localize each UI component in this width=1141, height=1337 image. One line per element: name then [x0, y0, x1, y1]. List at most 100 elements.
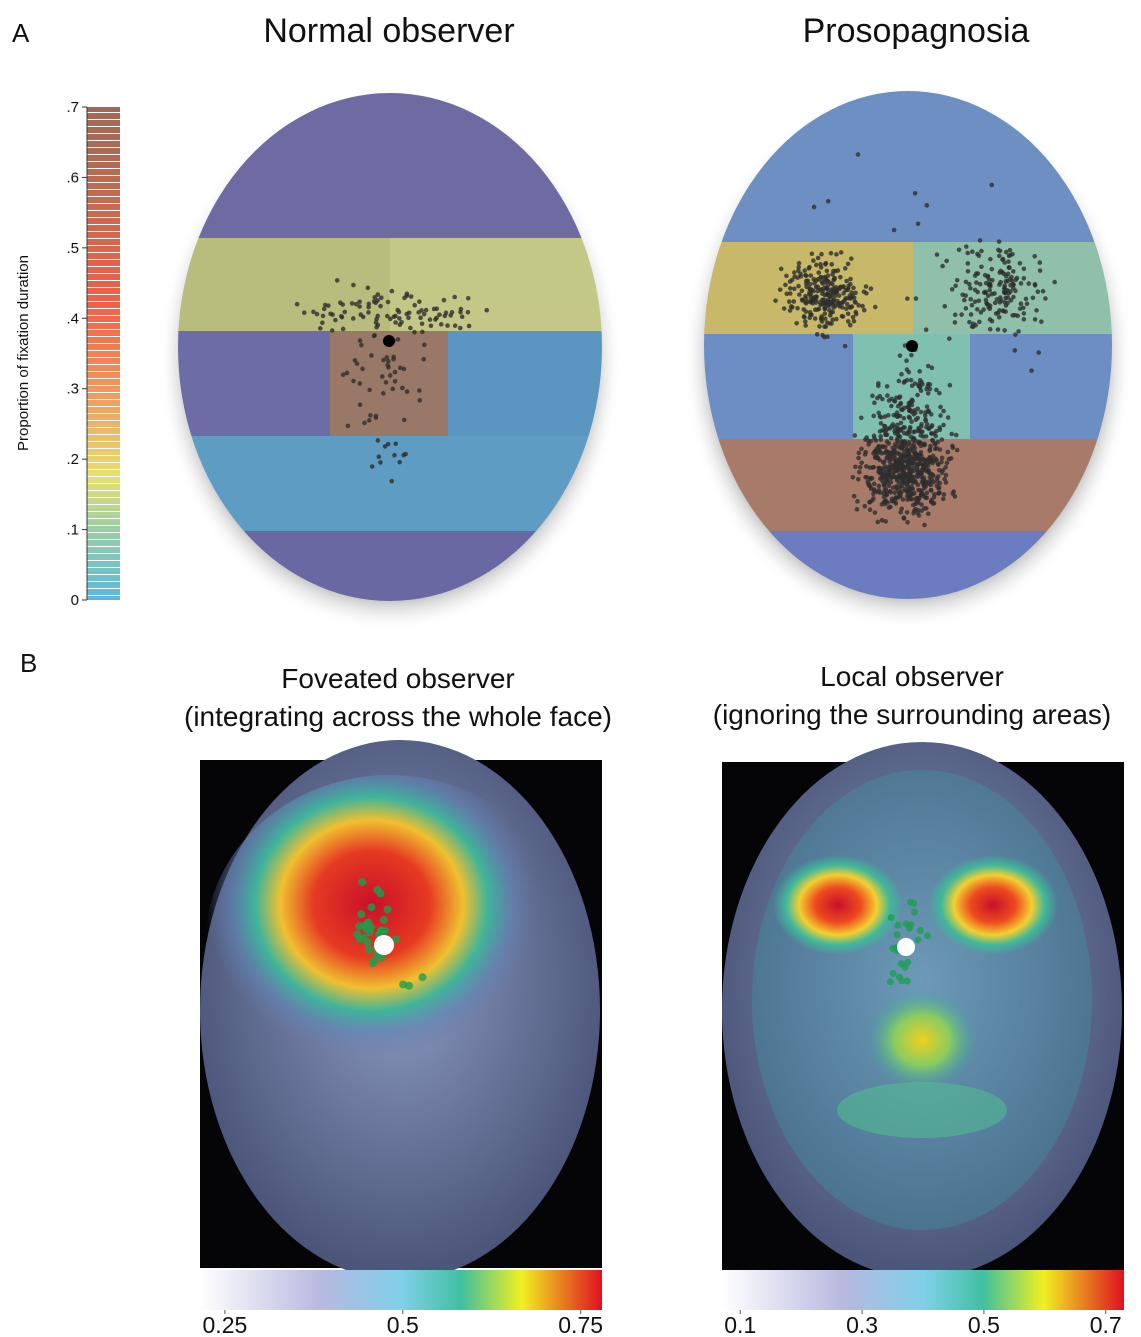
fixation-dot	[818, 302, 823, 308]
fixation-dot	[922, 485, 927, 491]
fixation-dot	[364, 945, 373, 954]
fixation-dot	[395, 337, 401, 342]
fixation-dot	[434, 306, 440, 312]
fixation-dot	[1029, 368, 1034, 373]
fixation-dot	[848, 281, 853, 287]
fixation-dot	[391, 356, 396, 362]
fixation-dot	[875, 519, 881, 525]
fixation-dots	[294, 278, 490, 484]
fixation-dot	[442, 313, 448, 319]
fixation-dot	[1015, 313, 1021, 319]
fixation-dot	[353, 301, 359, 307]
fixation-dot	[330, 312, 335, 317]
fixation-dot	[884, 384, 890, 389]
tick-label: .7	[66, 99, 79, 116]
fixation-dot	[366, 301, 372, 307]
fixation-dot	[856, 303, 861, 308]
fixation-dot	[929, 365, 935, 371]
fixation-dot	[937, 490, 942, 495]
fixation-dots	[773, 152, 1057, 528]
fixation-dot	[918, 409, 924, 415]
fixation-dot	[903, 454, 908, 459]
fixation-dot	[858, 415, 864, 421]
fixation-dot	[947, 336, 952, 341]
fixation-dot	[890, 474, 895, 479]
fixation-dot	[803, 323, 808, 328]
fixation-dot	[867, 507, 873, 512]
fixation-dot	[990, 278, 995, 283]
fixation-dot	[919, 453, 924, 459]
fixation-dot	[1018, 281, 1024, 286]
fixation-dot	[881, 483, 887, 488]
fixation-dot	[915, 406, 920, 411]
fixation-dot	[815, 284, 821, 289]
fixation-dot	[996, 314, 1002, 320]
fixation-dot	[357, 304, 362, 309]
fixation-dot	[876, 483, 882, 489]
fixation-dot	[365, 285, 371, 291]
fixation-dot	[899, 506, 904, 512]
fixation-dot	[876, 410, 882, 416]
fixation-dot	[371, 333, 377, 339]
fixation-dot	[935, 461, 941, 467]
fixation-dot	[919, 488, 924, 494]
fixation-dot	[1035, 289, 1041, 294]
fixation-dot	[924, 468, 929, 474]
fixation-dot	[404, 291, 410, 297]
fixation-dot	[836, 293, 842, 298]
fixation-dot	[899, 407, 904, 412]
fixation-dot	[989, 266, 995, 272]
fixation-dot	[954, 447, 960, 453]
fixation-dot	[985, 302, 990, 307]
fixation-dot	[818, 275, 824, 280]
fixation-dot	[845, 311, 851, 317]
fixation-dot	[943, 465, 948, 470]
fixation-dot	[956, 247, 962, 253]
fixation-dot	[963, 306, 969, 311]
fixation-dot	[1021, 266, 1027, 272]
fixation-dot	[1010, 269, 1016, 274]
fixation-dot	[823, 262, 828, 267]
fixation-dot	[923, 480, 928, 485]
fixation-dot	[805, 299, 811, 304]
fixation-dot	[385, 299, 391, 305]
fixation-dot	[897, 493, 902, 499]
fixation-dot	[393, 441, 399, 447]
fixation-dot	[983, 289, 988, 295]
fixation-dot	[400, 385, 405, 391]
fixation-dot	[787, 291, 793, 296]
fixation-dot	[911, 468, 917, 474]
fixation-dot	[967, 281, 972, 287]
fixation-dot	[388, 316, 393, 322]
fixation-dot	[317, 326, 323, 331]
fixation-dot	[389, 478, 395, 484]
fixation-dot	[908, 487, 913, 492]
fixation-dot	[294, 301, 300, 307]
fixation-dot	[801, 314, 807, 319]
fixation-dot	[898, 428, 904, 433]
fixation-dot	[811, 258, 816, 263]
fixation-dot	[838, 284, 844, 290]
fixation-dot	[905, 296, 910, 301]
fixation-dot	[913, 457, 918, 462]
fixation-dot	[871, 413, 877, 419]
fixation-dot	[371, 299, 377, 304]
fixation-dot	[968, 285, 973, 291]
fixation-dot	[948, 456, 954, 461]
fixation-dot	[822, 316, 828, 321]
fixation-dot	[919, 469, 925, 474]
fixation-dot	[366, 418, 372, 423]
fixation-dot	[342, 309, 348, 315]
fixation-dot	[484, 307, 490, 313]
fixation-dot	[1012, 348, 1018, 353]
fixation-dot	[345, 423, 351, 429]
fixation-dot	[963, 293, 968, 298]
fixation-dot	[997, 308, 1002, 313]
fixation-dot	[802, 268, 808, 273]
fixation-dot	[908, 434, 914, 440]
fixation-dot	[807, 289, 812, 295]
fixation-dot	[924, 932, 932, 940]
fixation-dot	[895, 403, 901, 409]
fixation-dot	[825, 303, 831, 309]
